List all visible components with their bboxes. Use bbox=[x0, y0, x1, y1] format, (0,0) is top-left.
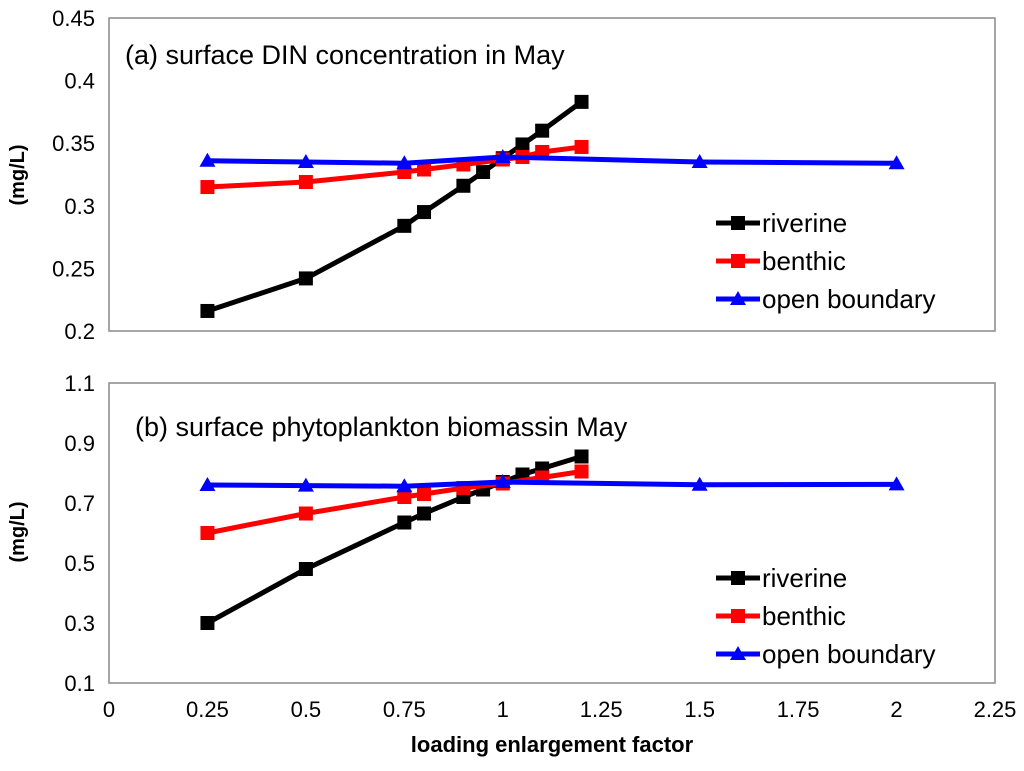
panel-b-benthic-point-4 bbox=[417, 487, 432, 501]
panel-a-riverine-point-1 bbox=[200, 303, 215, 318]
panel-a-y-tick-0-35: 0.35 bbox=[52, 131, 95, 156]
panel-a-y-axis-label: (mg/L) bbox=[7, 144, 29, 205]
panel-b-legend: riverine benthic open boundary bbox=[716, 563, 935, 669]
panel-a-y-tick-0-45: 0.45 bbox=[52, 6, 95, 31]
x-tick-0-75: 0.75 bbox=[383, 697, 426, 722]
panel-b: (b) surface phytoplankton biomassin May … bbox=[7, 371, 1016, 722]
panel-b-legend-open-boundary-label: open boundary bbox=[762, 639, 935, 669]
panel-a-legend: riverine benthic open boundary bbox=[716, 208, 935, 314]
x-tick-1-5: 1.5 bbox=[684, 697, 715, 722]
panel-b-riverine-line bbox=[206, 454, 583, 626]
panel-a-riverine-line bbox=[206, 99, 584, 314]
panel-a-y-tick-0-4: 0.4 bbox=[64, 69, 95, 94]
panel-a-riverine-point-5 bbox=[456, 178, 471, 193]
panel-b-open-boundary-point-1 bbox=[199, 477, 216, 491]
panel-a-legend-riverine-label: riverine bbox=[762, 208, 847, 238]
panel-b-open-boundary-point-5 bbox=[691, 476, 708, 491]
panel-a-benthic-point-2 bbox=[298, 175, 313, 190]
panel-b-y-tick-0-7: 0.7 bbox=[64, 491, 95, 516]
panel-b-benthic-point-1 bbox=[200, 526, 215, 540]
panel-a-riverine-point-6 bbox=[476, 164, 491, 179]
panel-b-legend-benthic-label: benthic bbox=[762, 601, 846, 631]
x-tick-1: 1 bbox=[497, 697, 509, 722]
panel-a-riverine-point-9 bbox=[535, 123, 550, 138]
panel-b-open-boundary-point-6 bbox=[888, 476, 905, 491]
panel-a-legend-open-boundary-marker bbox=[730, 291, 746, 305]
panel-a-open-boundary-point-3 bbox=[396, 155, 413, 170]
panel-b-open-boundary-line bbox=[207, 479, 897, 489]
panel-a-open-boundary-line bbox=[207, 154, 897, 166]
x-tick-2-25: 2.25 bbox=[974, 697, 1017, 722]
panel-b-riverine-point-2 bbox=[298, 562, 313, 576]
panel-b-y-tick-0-3: 0.3 bbox=[64, 611, 95, 636]
panel-b-benthic-point-2 bbox=[298, 506, 313, 521]
panel-a-legend-riverine-marker bbox=[731, 216, 745, 230]
panel-a-open-boundary-point-1 bbox=[199, 152, 216, 167]
panel-b-legend-open-boundary-marker bbox=[730, 646, 746, 660]
panel-b-title: (b) surface phytoplankton biomassin May bbox=[135, 412, 628, 442]
panel-a-open-boundary-point-4 bbox=[494, 148, 511, 163]
panel-b-series bbox=[199, 449, 905, 630]
panel-a-y-tick-0-2: 0.2 bbox=[64, 319, 95, 344]
panel-b-x-ticks: 0 0.25 0.5 0.75 1 1.25 1.5 1.75 2 2.25 bbox=[103, 697, 1017, 722]
panel-b-y-tick-0-1: 0.1 bbox=[64, 671, 95, 696]
panel-a-riverine-point-8 bbox=[515, 137, 530, 152]
panel-b-y-tick-1-1: 1.1 bbox=[64, 371, 95, 396]
panel-a-riverine-point-10 bbox=[574, 94, 589, 109]
panel-a-benthic-point-4 bbox=[417, 162, 432, 177]
x-tick-1-25: 1.25 bbox=[580, 697, 623, 722]
panel-b-plot-frame bbox=[108, 382, 996, 684]
panel-a-riverine-point-2 bbox=[298, 271, 313, 286]
panel-a-plot-frame bbox=[108, 17, 996, 332]
panel-b-benthic-point-3 bbox=[397, 490, 412, 504]
panel-b-benthic-point-8 bbox=[574, 464, 589, 479]
panel-b-riverine-point-4 bbox=[417, 506, 432, 521]
panel-a-legend-benthic-marker bbox=[731, 254, 745, 268]
panel-b-y-tick-0-5: 0.5 bbox=[64, 551, 95, 576]
panel-b-open-boundary-point-2 bbox=[297, 477, 314, 492]
panel-b-riverine-point-1 bbox=[200, 616, 215, 630]
panel-a-title: (a) surface DIN concentration in May bbox=[125, 40, 565, 70]
panel-b-open-boundary-point-4 bbox=[494, 474, 511, 488]
panel-b-legend-riverine-marker bbox=[731, 571, 745, 585]
panel-a-y-tick-0-25: 0.25 bbox=[52, 256, 95, 281]
panel-b-y-tick-0-9: 0.9 bbox=[64, 431, 95, 456]
x-tick-0: 0 bbox=[103, 697, 115, 722]
panel-a-riverine-point-4 bbox=[417, 205, 432, 220]
x-tick-0-25: 0.25 bbox=[186, 697, 229, 722]
panel-a-benthic-point-9 bbox=[574, 139, 589, 154]
panel-a-y-ticks: 0.2 0.25 0.3 0.35 0.4 0.45 bbox=[52, 6, 95, 344]
panel-b-y-ticks: 0.1 0.3 0.5 0.7 0.9 1.1 bbox=[64, 371, 95, 696]
x-axis-label: loading enlargement factor bbox=[411, 732, 694, 757]
x-tick-2: 2 bbox=[890, 697, 902, 722]
panel-a-riverine-point-3 bbox=[397, 218, 412, 233]
panel-b-legend-riverine-label: riverine bbox=[762, 563, 847, 593]
panel-b-riverine-point-3 bbox=[397, 515, 412, 530]
panel-b-legend-benthic-marker bbox=[731, 609, 745, 623]
panel-a-legend-open-boundary-label: open boundary bbox=[762, 284, 935, 314]
panel-a-benthic-point-1 bbox=[200, 180, 215, 195]
panel-a-y-tick-0-3: 0.3 bbox=[64, 194, 95, 219]
panel-a-legend-benthic-label: benthic bbox=[762, 246, 846, 276]
panel-a-series bbox=[199, 94, 905, 318]
panel-a-open-boundary-point-5 bbox=[691, 153, 708, 168]
x-tick-1-75: 1.75 bbox=[777, 697, 820, 722]
panel-b-y-axis-label: (mg/L) bbox=[7, 501, 29, 562]
panel-a: (a) surface DIN concentration in May (mg… bbox=[7, 6, 996, 344]
panel-a-open-boundary-point-2 bbox=[297, 153, 314, 168]
x-tick-0-5: 0.5 bbox=[291, 697, 322, 722]
panel-a-open-boundary-point-6 bbox=[888, 155, 905, 170]
panel-b-riverine-point-10 bbox=[574, 449, 589, 464]
panel-b-open-boundary-point-3 bbox=[396, 478, 413, 493]
